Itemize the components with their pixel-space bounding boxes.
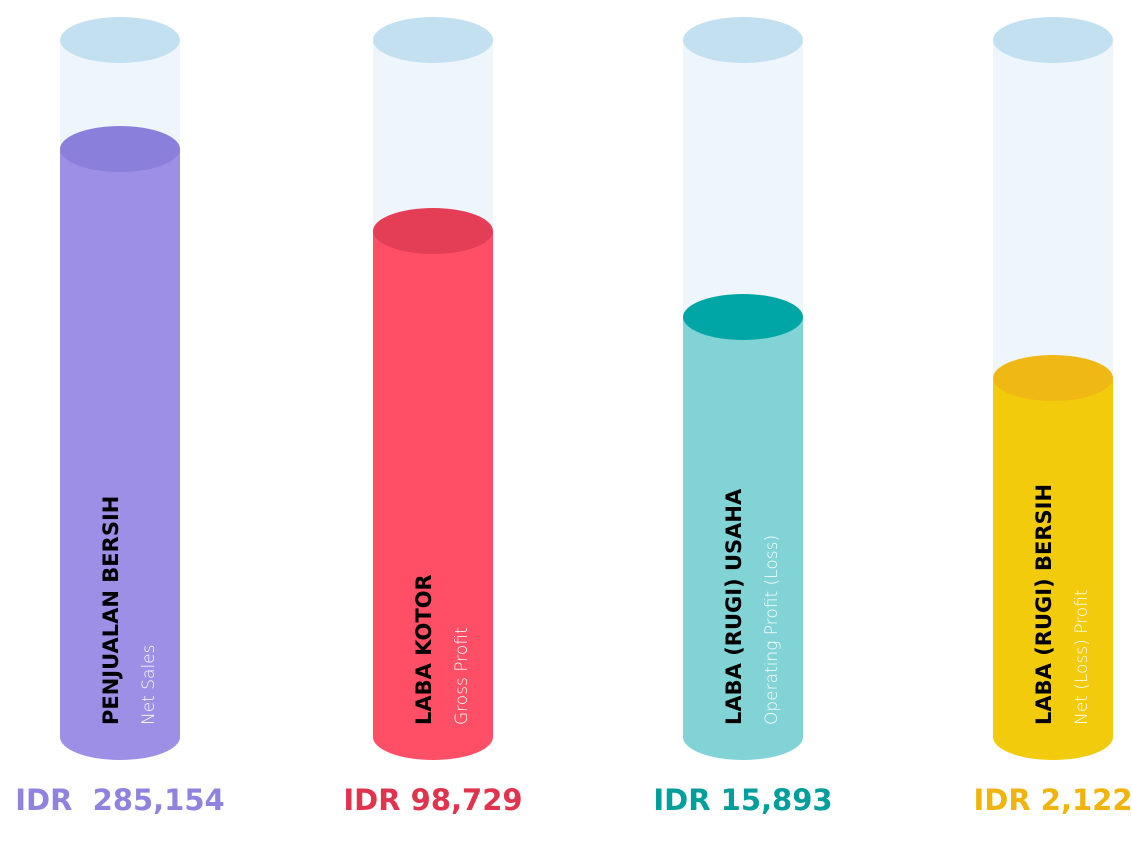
value: IDR 98,729 — [343, 783, 522, 817]
value: IDR 15,893 — [653, 783, 832, 817]
subtitle: Net (Loss) Profit — [1072, 589, 1092, 725]
fill — [60, 149, 180, 737]
subtitle: Operating Profit (Loss) — [762, 535, 782, 725]
fill — [683, 317, 803, 737]
fill — [373, 231, 493, 737]
tube-top — [683, 17, 803, 63]
subtitle: Net Sales — [139, 645, 159, 726]
fill-top — [993, 355, 1113, 401]
tube-top — [373, 17, 493, 63]
title: LABA (RUGI) USAHA — [722, 488, 746, 725]
value: IDR 2,122 — [973, 783, 1132, 817]
fill — [993, 378, 1113, 737]
fill-top — [683, 294, 803, 340]
tube-top — [993, 17, 1113, 63]
title: PENJUALAN BERSIH — [99, 496, 123, 725]
value: IDR 285,154 — [15, 783, 224, 817]
tube-top — [60, 17, 180, 63]
subtitle: Gross Profit — [452, 627, 472, 725]
title: LABA KOTOR — [412, 574, 436, 725]
fill-top — [373, 208, 493, 254]
title: LABA (RUGI) BERSIH — [1032, 484, 1056, 725]
fill-top — [60, 126, 180, 172]
